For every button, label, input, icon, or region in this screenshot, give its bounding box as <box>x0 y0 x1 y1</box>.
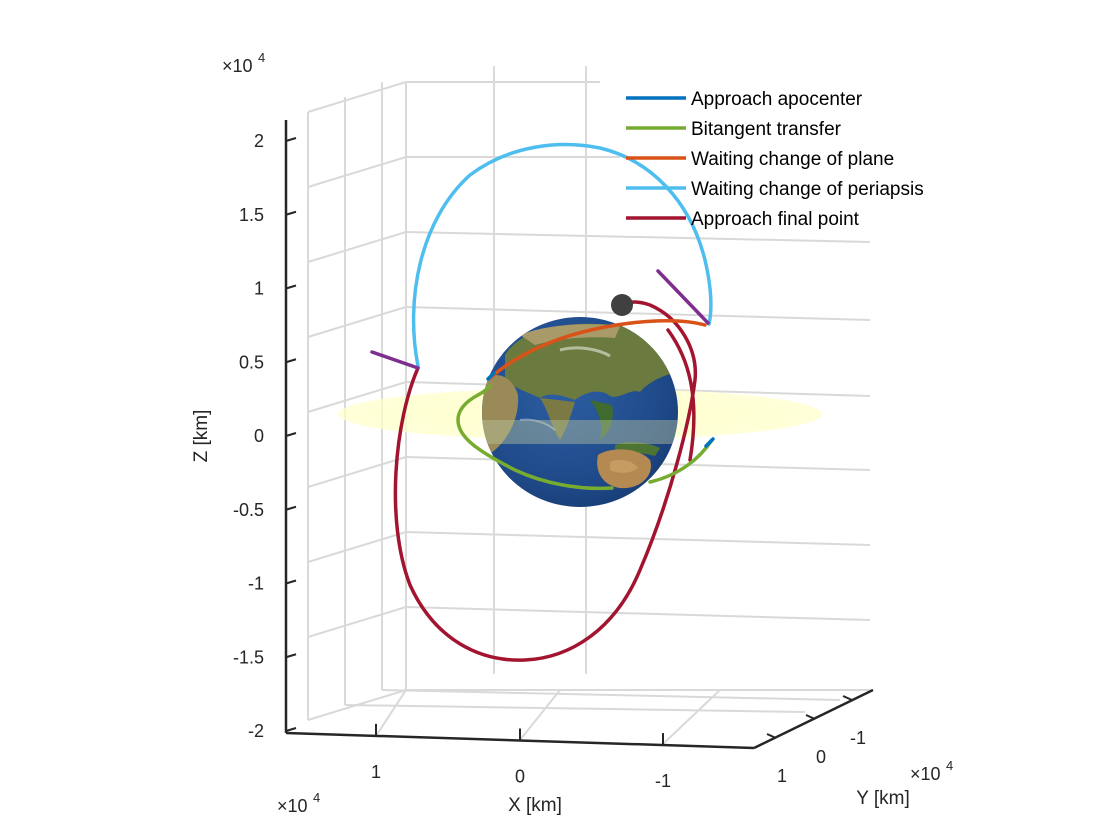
legend-entry: Approach final point <box>691 209 860 230</box>
z-tick-mark <box>285 137 297 142</box>
legend-entry: Waiting change of plane <box>691 149 894 170</box>
series-approach-final-point-front <box>666 328 696 462</box>
z-tick-mark <box>285 579 297 585</box>
svg-text:4: 4 <box>946 758 953 773</box>
svg-text:×10: ×10 <box>222 56 253 76</box>
z-tick-label: 0 <box>254 426 264 446</box>
svg-text:4: 4 <box>258 50 265 65</box>
earth-globe <box>482 317 678 507</box>
x-axis-label: X [km] <box>508 795 562 816</box>
x-axis-ticks: 1 0 -1 <box>371 723 671 791</box>
z-axis-ticks: 2 1.5 1 0.5 0 -0.5 -1 -1.5 -2 <box>233 131 297 741</box>
series-approach-final-point <box>393 300 698 662</box>
final-point-marker <box>611 294 633 316</box>
y-tick-mark <box>842 695 853 701</box>
maneuver-marker <box>656 269 710 325</box>
z-tick-label: 2 <box>254 131 264 151</box>
y-exponent-label: ×10 4 <box>910 758 953 784</box>
z-tick-mark <box>285 358 297 364</box>
z-tick-label: 1 <box>254 279 264 299</box>
equatorial-plane-front <box>482 420 678 444</box>
x-tick-label: 0 <box>515 767 525 787</box>
y-axis-label: Y [km] <box>856 788 910 809</box>
series-approach-apocenter <box>704 437 715 448</box>
series-waiting-change-of-plane <box>488 319 707 380</box>
z-axis-label: Z [km] <box>191 410 212 463</box>
z-tick-mark <box>285 284 297 290</box>
y-axis-ticks: 1 0 -1 <box>766 695 866 786</box>
legend: Approach apocenter Bitangent transfer Wait… <box>626 89 924 230</box>
z-tick-mark <box>285 210 297 216</box>
svg-text:×10: ×10 <box>277 796 308 816</box>
z-tick-label: -1.5 <box>233 647 264 667</box>
svg-text:×10: ×10 <box>910 764 941 784</box>
maneuver-marker <box>370 350 420 370</box>
svg-text:4: 4 <box>313 790 320 805</box>
legend-entry: Approach apocenter <box>691 89 863 110</box>
z-tick-mark <box>285 653 297 659</box>
legend-entry: Bitangent transfer <box>691 119 842 140</box>
y-tick-label: 1 <box>777 766 787 786</box>
z-tick-label: -2 <box>248 721 264 741</box>
z-tick-label: 1.5 <box>239 205 264 225</box>
y-tick-mark <box>766 733 777 739</box>
z-tick-label: -1 <box>248 574 264 594</box>
z-tick-mark <box>285 432 297 437</box>
x-tick-label: 1 <box>371 762 381 782</box>
z-tick-label: -0.5 <box>233 500 264 520</box>
x-tick-label: -1 <box>655 771 671 791</box>
z-tick-mark <box>285 505 297 511</box>
z-exponent-label: ×10 4 <box>222 50 265 76</box>
y-tick-mark <box>805 714 816 720</box>
y-tick-label: 0 <box>816 747 826 767</box>
z-tick-mark <box>285 727 297 732</box>
x-exponent-label: ×10 4 <box>277 790 320 816</box>
y-tick-label: -1 <box>850 728 866 748</box>
series-waiting-change-of-periapsis <box>411 142 713 368</box>
legend-entry: Waiting change of periapsis <box>691 179 924 200</box>
z-tick-label: 0.5 <box>239 352 264 372</box>
